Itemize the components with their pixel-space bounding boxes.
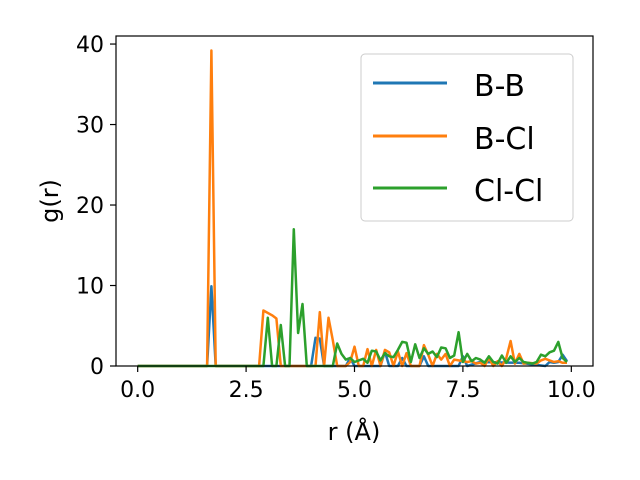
legend-label-cl-cl: Cl-Cl [474,174,543,209]
series-line-cl-cl [137,227,568,368]
y-tick-label: 10 [76,275,104,300]
legend-label-b-cl: B-Cl [474,122,535,157]
y-axis-label: g(r) [36,179,64,223]
x-axis-label: r (Å) [328,417,381,446]
x-tick-label: 0.0 [120,378,155,403]
x-tick-label: 2.5 [229,378,264,403]
y-tick-label: 30 [76,114,104,139]
x-axis-ticks: 0.0 2.5 5.0 7.5 10.0 [120,366,596,403]
y-axis-ticks: 0 10 20 30 40 [76,33,116,380]
x-tick-label: 7.5 [445,378,480,403]
y-tick-label: 40 [76,33,104,58]
x-tick-label: 5.0 [337,378,372,403]
legend-box [360,53,574,222]
y-tick-label: 0 [90,355,104,380]
x-tick-label: 10.0 [547,378,596,403]
legend: B-B B-Cl Cl-Cl [360,53,574,222]
y-tick-label: 20 [76,194,104,219]
legend-label-b-b: B-B [474,69,525,104]
